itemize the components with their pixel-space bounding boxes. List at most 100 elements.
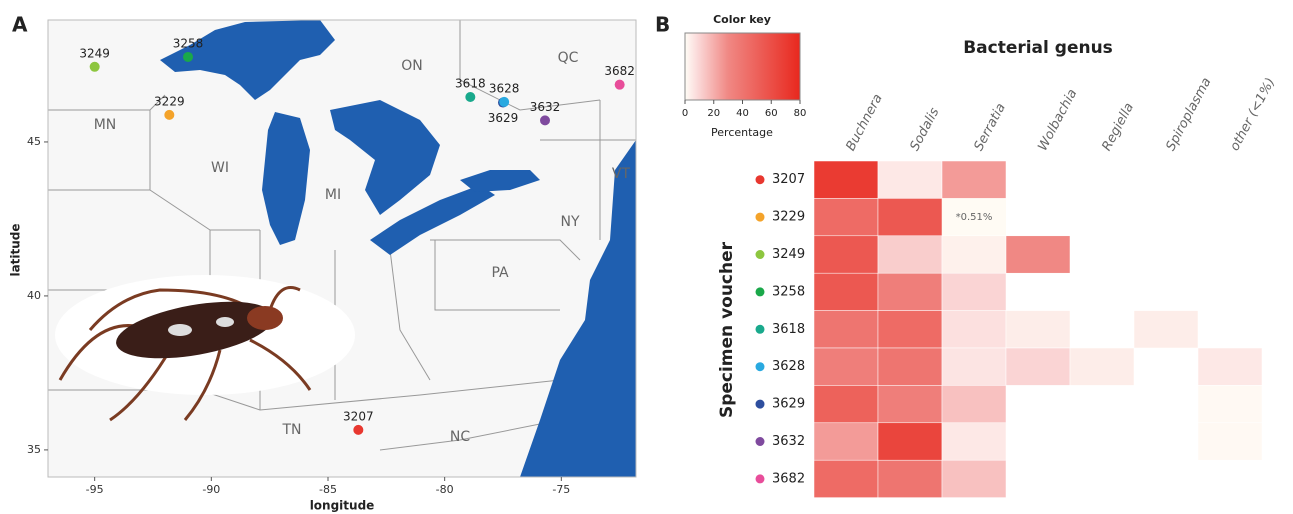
- sample-point: [164, 109, 175, 120]
- colorbar-title: Color key: [713, 13, 771, 26]
- lake-huron: [330, 100, 440, 215]
- heat-cell: [877, 235, 943, 274]
- heatmap-x-title: Bacterial genus: [963, 38, 1113, 58]
- lake-ontario: [460, 170, 540, 192]
- heat-cell: [877, 272, 943, 311]
- sample-point: [183, 51, 193, 62]
- row-dot: [755, 175, 765, 185]
- colorbar-label: Percentage: [711, 126, 773, 139]
- row-dot: [755, 399, 765, 409]
- map-shapes: [48, 20, 636, 477]
- atlantic: [520, 140, 636, 477]
- heat-cell: [941, 310, 1007, 349]
- sample-point: [89, 61, 100, 72]
- sample-point: [499, 96, 510, 107]
- heat-cell: [813, 422, 879, 461]
- x-tick-label: -80: [436, 483, 454, 496]
- row-dot: [755, 324, 765, 334]
- y-axis-label: latitude: [9, 223, 23, 276]
- row-dot: [755, 287, 765, 297]
- genus-label: Regiella: [1099, 100, 1137, 153]
- panel-label: A: [12, 13, 28, 37]
- heat-cell: [941, 235, 1007, 274]
- heat-cell: [1005, 310, 1071, 349]
- map-frame: [47, 19, 637, 478]
- heat-cell: [941, 347, 1007, 386]
- region-label: WI: [211, 160, 229, 176]
- y-tick-label: 45: [27, 135, 41, 148]
- map-land: [48, 20, 636, 477]
- sample-label: 3258: [173, 36, 204, 50]
- row-dot: [755, 250, 765, 259]
- region-label: PA: [491, 265, 509, 281]
- genus-label: Wolbachia: [1035, 87, 1080, 154]
- heat-cell: [813, 160, 879, 199]
- sample-label: 3249: [79, 46, 110, 60]
- heat-cell: [941, 459, 1007, 498]
- borders: [48, 20, 636, 451]
- row-label: 3258: [772, 284, 805, 299]
- row-label: 3229: [772, 210, 805, 225]
- heat-cell: [813, 385, 879, 424]
- heat-cell: [1197, 347, 1263, 386]
- heat-cell: [813, 310, 879, 349]
- row-dot: [755, 437, 765, 446]
- sample-point: [540, 115, 550, 126]
- row-label: 3682: [772, 471, 805, 486]
- heat-cell: [941, 385, 1007, 424]
- heat-cell: [877, 347, 943, 386]
- lake-erie: [370, 185, 495, 255]
- heat-cell: [941, 422, 1007, 461]
- colorbar-tick-label: 20: [707, 108, 720, 119]
- x-tick-label: -95: [86, 483, 104, 496]
- heat-cell: [941, 160, 1007, 199]
- sample-label: 3628: [489, 81, 520, 95]
- colorbar-tick-label: 40: [736, 108, 749, 119]
- heat-cell: [813, 459, 879, 498]
- region-label: NY: [560, 214, 579, 230]
- colorbar-tick-label: 80: [794, 108, 807, 119]
- heat-cell: [1005, 347, 1071, 386]
- heat-cell: [813, 198, 879, 237]
- genus-label: Buchnera: [843, 92, 885, 154]
- heat-cell: [941, 272, 1007, 311]
- row-label: 3628: [772, 359, 805, 374]
- sample-point: [353, 424, 364, 435]
- row-dot: [755, 362, 765, 372]
- y-tick-label: 40: [27, 289, 41, 302]
- row-label: 3629: [772, 397, 805, 412]
- region-label: MN: [94, 117, 117, 133]
- region-label: TN: [281, 422, 301, 438]
- heat-cell: [942, 198, 1006, 236]
- insect: [55, 275, 355, 422]
- heat-cell: [1005, 235, 1071, 274]
- heat-cell: [1133, 310, 1199, 349]
- sample-label: 3229: [154, 94, 185, 108]
- genus-label: other (<1%): [1227, 75, 1278, 153]
- sample-label: 3207: [343, 409, 374, 423]
- sample-label: 3618: [455, 76, 486, 90]
- row-dot: [755, 212, 765, 222]
- heat-cell: [1069, 347, 1135, 386]
- sample-label: 3629: [488, 111, 519, 125]
- row-label: 3632: [772, 434, 805, 449]
- lake-michigan: [262, 112, 310, 245]
- heat-cell: [877, 198, 943, 237]
- lake-superior: [160, 20, 335, 100]
- heat-cell: [813, 347, 879, 386]
- heat-cell: [877, 422, 943, 461]
- value-label: *0.51%: [956, 212, 993, 223]
- genus-label: Sodalis: [907, 105, 942, 153]
- row-label: 3207: [772, 172, 805, 187]
- heat-cell: [877, 385, 943, 424]
- x-axis-label: longitude: [310, 499, 375, 513]
- x-tick-label: -85: [319, 483, 337, 496]
- sample-label: 3632: [530, 100, 561, 114]
- heat-cell: [877, 310, 943, 349]
- heat-cell: [1197, 422, 1263, 461]
- colorbar: [684, 32, 801, 101]
- row-label: 3249: [772, 247, 805, 262]
- x-tick-label: -90: [202, 483, 220, 496]
- genus-label: Serratia: [971, 101, 1008, 154]
